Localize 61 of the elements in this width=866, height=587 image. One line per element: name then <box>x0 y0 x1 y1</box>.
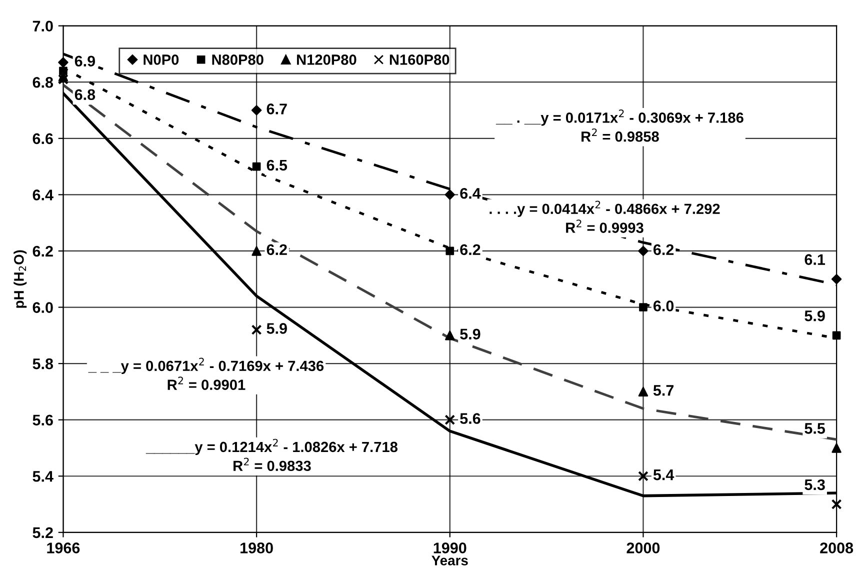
data-label: 5.6 <box>460 413 480 424</box>
data-label: 6.2 <box>266 244 287 256</box>
data-label: 6.7 <box>266 104 287 114</box>
text: __ . __y = 0.0171x$^{2}$ - 0.3069x + 7.186 R$^{2}$ = 0.9858 <box>496 110 744 142</box>
y-tick-label: 6.0 <box>32 302 53 313</box>
legend-label: N0P0 <box>144 54 179 65</box>
point <box>832 443 842 453</box>
point <box>58 74 68 85</box>
point <box>831 499 842 510</box>
text: . . . .y = 0.0414x$^{2}$ - 0.4866x + 7.292 R$^{2}$ = 0.9993 <box>490 200 720 233</box>
data-label: 5.4 <box>653 470 674 480</box>
x-tick-label: 2000 <box>626 542 660 554</box>
point <box>252 246 262 256</box>
point <box>832 331 841 340</box>
point <box>251 324 262 335</box>
point <box>831 274 842 284</box>
point <box>58 57 68 68</box>
y-tick-label: 6.8 <box>32 76 54 88</box>
point <box>251 105 262 116</box>
y-tick-label: 7.0 <box>32 20 53 32</box>
y-tick-label: 5.6 <box>32 414 53 426</box>
text: ______y = 0.1214x$^{2}$ - 1.0826x + 7.718 R$^{2}$ = 0.9833 <box>146 438 398 472</box>
data-label: 6.8 <box>74 89 96 100</box>
point <box>444 190 455 200</box>
data-label: 6.2 <box>460 244 480 256</box>
y-tick-label: 6.2 <box>32 246 53 257</box>
legend-label: N120P80 <box>297 54 356 65</box>
x-axis-title: Years <box>432 556 468 566</box>
x-tick-label: 1980 <box>240 542 273 554</box>
data-label: 5.9 <box>460 328 480 340</box>
x-tick-label: 1990 <box>434 542 466 554</box>
y-tick-label: 5.4 <box>32 471 54 482</box>
point <box>638 470 648 482</box>
text: _ _ _y = 0.0671x$^{2}$ - 0.7169x + 7.436 R$^{2}$ = 0.9901 <box>88 358 324 390</box>
point <box>446 246 454 256</box>
data-label: 5.9 <box>266 323 287 334</box>
legend-label: N80P80 <box>212 54 264 65</box>
y-tick-label: 6.6 <box>32 133 53 144</box>
point <box>252 162 261 171</box>
data-label: 5.5 <box>804 423 826 434</box>
data-label: 6.5 <box>266 160 288 171</box>
point <box>444 414 456 426</box>
point <box>638 386 648 397</box>
data-label: 5.3 <box>804 479 825 490</box>
y-tick-label: 5.8 <box>32 358 54 370</box>
y-tick-label: 5.2 <box>32 527 53 538</box>
point <box>639 303 648 312</box>
data-label: 6.9 <box>74 56 95 67</box>
data-label: 6.4 <box>460 188 481 199</box>
x-tick-label: 2008 <box>820 542 854 554</box>
y-axis-title: pH (H$_{2}$O) <box>14 250 27 308</box>
legend-label: N160P80 <box>390 54 450 65</box>
data-label: 6.0 <box>654 300 674 312</box>
data-label: 6.2 <box>654 244 674 256</box>
point <box>445 330 455 340</box>
data-label: 6.1 <box>804 254 826 265</box>
y-tick-label: 6.4 <box>32 190 54 200</box>
data-label: 5.9 <box>804 310 825 322</box>
point <box>638 246 648 256</box>
data-label: 5.7 <box>653 385 674 396</box>
x-tick-label: 1966 <box>47 542 80 554</box>
